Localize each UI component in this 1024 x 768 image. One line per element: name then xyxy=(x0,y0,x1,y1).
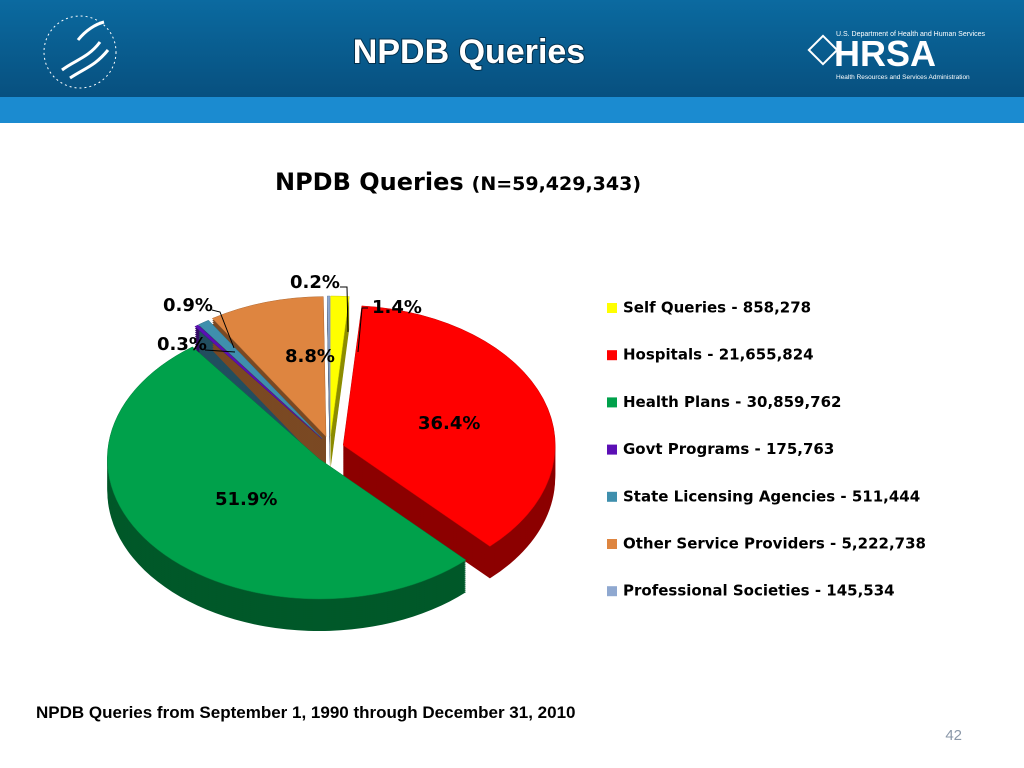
slide-title: NPDB Queries xyxy=(353,33,585,71)
logo-subtitle: Health Resources and Services Administra… xyxy=(836,74,970,81)
hrsa-logo: U.S. Department of Health and Human Serv… xyxy=(807,31,986,81)
header-strip xyxy=(0,97,1024,123)
legend-swatch xyxy=(607,444,617,455)
data-label: 8.8% xyxy=(285,346,335,367)
leader-line xyxy=(204,349,236,353)
data-label: 51.9% xyxy=(215,489,277,510)
legend: Self Queries - 858,278 Hospitals - 21,655… xyxy=(607,299,926,600)
legend-label: Self Queries - 858,278 xyxy=(623,299,811,317)
legend-swatch xyxy=(607,350,617,361)
data-label: 0.3% xyxy=(157,334,207,355)
legend-label: Govt Programs - 175,763 xyxy=(623,440,834,458)
slice xyxy=(342,305,556,547)
legend-label: Other Service Providers - 5,222,738 xyxy=(623,535,926,553)
data-label: 0.2% xyxy=(290,272,340,293)
slice xyxy=(326,295,331,437)
slice xyxy=(107,346,467,600)
legend-swatch xyxy=(607,586,617,597)
slice xyxy=(330,295,350,437)
chart-subtitle: (N=59,429,343) xyxy=(472,173,641,195)
legend-swatch xyxy=(607,491,617,502)
chart-title: NPDB Queries xyxy=(275,168,464,196)
slice xyxy=(211,296,327,438)
slice xyxy=(198,319,323,439)
legend-swatch xyxy=(607,397,617,408)
legend-label: State Licensing Agencies - 511,444 xyxy=(623,487,920,505)
legend-label: Health Plans - 30,859,762 xyxy=(623,393,842,411)
data-label: 1.4% xyxy=(372,297,422,318)
legend-label: Professional Societies - 145,534 xyxy=(623,582,895,600)
slice xyxy=(194,324,322,439)
footnote: NPDB Queries from September 1, 1990 thro… xyxy=(36,703,575,722)
legend-swatch xyxy=(607,303,617,313)
hhs-emblem xyxy=(43,15,117,89)
page-number: 42 xyxy=(945,727,962,744)
legend-swatch xyxy=(607,539,617,549)
data-label: 0.9% xyxy=(163,295,213,316)
logo-department: U.S. Department of Health and Human Serv… xyxy=(836,31,986,38)
header-band xyxy=(0,0,1024,97)
logo-name: HRSA xyxy=(834,33,936,74)
leader-line xyxy=(211,309,235,349)
leader-line xyxy=(357,307,368,353)
pie: 1.4% 36.4% 51.9% 0.3% 0.9% 8.8% 0.2% xyxy=(107,272,556,632)
legend-label: Hospitals - 21,655,824 xyxy=(623,346,814,364)
chart-title-group: NPDB Queries (N=59,429,343) xyxy=(275,168,641,196)
data-label: 36.4% xyxy=(418,413,480,434)
leader-line xyxy=(340,286,349,333)
